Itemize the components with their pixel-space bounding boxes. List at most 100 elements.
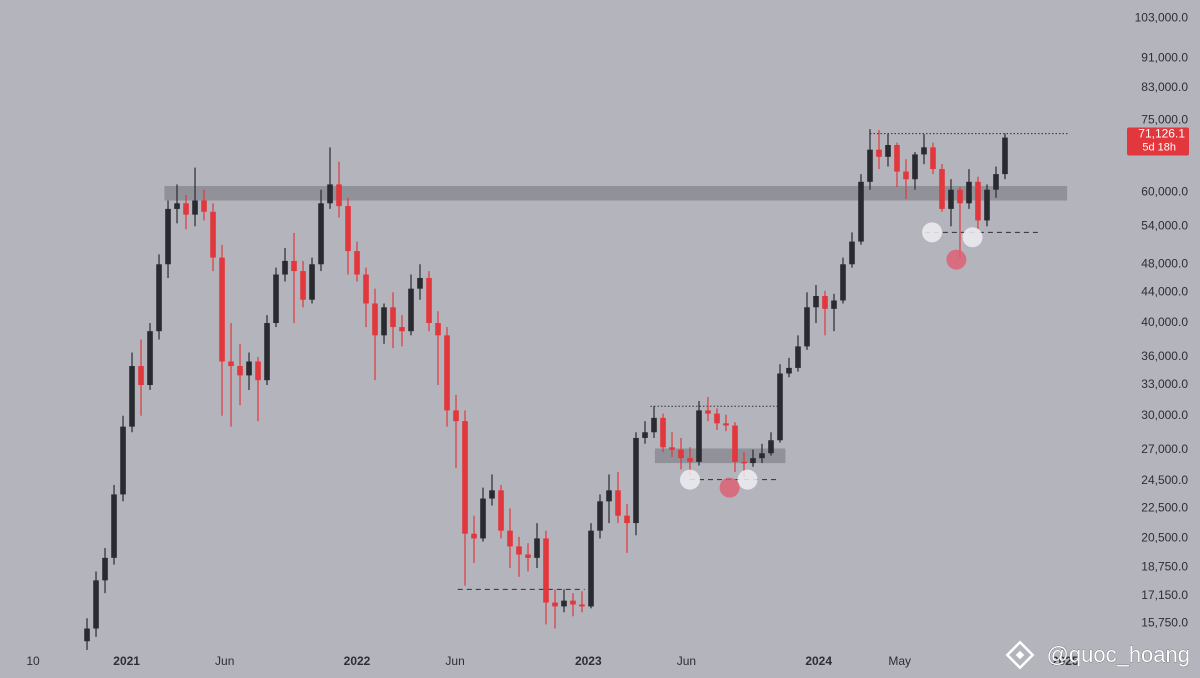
price-zone bbox=[654, 448, 786, 464]
candle-body bbox=[102, 557, 108, 581]
candle-body bbox=[804, 307, 810, 347]
x-tick-label: Jun bbox=[677, 654, 696, 668]
y-tick-label: 24,500.0 bbox=[1141, 473, 1188, 487]
candle-body bbox=[273, 274, 279, 324]
y-tick-label: 54,000.0 bbox=[1141, 218, 1188, 232]
y-tick-label: 17,150.0 bbox=[1141, 588, 1188, 602]
candle-body bbox=[633, 437, 639, 524]
candle-body bbox=[903, 171, 909, 180]
candle-body bbox=[381, 307, 387, 336]
logo-shape bbox=[1005, 640, 1035, 670]
candle-body bbox=[597, 501, 603, 531]
candle-body bbox=[489, 490, 495, 499]
candle-body bbox=[543, 538, 549, 603]
candle-body bbox=[831, 300, 837, 309]
candle-body bbox=[858, 181, 864, 242]
candle-body bbox=[939, 169, 945, 209]
candle-body bbox=[399, 327, 405, 332]
y-tick-label: 36,000.0 bbox=[1141, 349, 1188, 363]
candle-body bbox=[210, 211, 216, 258]
candle-body bbox=[975, 181, 981, 221]
candle-body bbox=[282, 260, 288, 275]
candle-body bbox=[138, 366, 144, 386]
candle-body bbox=[372, 303, 378, 336]
y-tick-label: 60,000.0 bbox=[1141, 185, 1188, 199]
x-tick-label: 2021 bbox=[113, 654, 140, 668]
candle-body bbox=[1002, 137, 1008, 175]
candle-body bbox=[984, 189, 990, 221]
candle-body bbox=[156, 264, 162, 332]
candle-body bbox=[705, 410, 711, 414]
candle-body bbox=[732, 425, 738, 462]
candle-body bbox=[696, 410, 702, 462]
candle-body bbox=[948, 189, 954, 209]
candle-body bbox=[309, 264, 315, 300]
candle-body bbox=[174, 203, 180, 209]
candle-body bbox=[93, 580, 99, 629]
last-price-label: 71,126.1 bbox=[1138, 127, 1185, 141]
candle-body bbox=[678, 449, 684, 459]
marker-circle bbox=[719, 477, 740, 498]
candle-body bbox=[111, 494, 117, 558]
candle-body bbox=[183, 203, 189, 215]
x-tick-label: 2024 bbox=[805, 654, 832, 668]
candle-body bbox=[615, 490, 621, 516]
candle-body bbox=[336, 184, 342, 207]
candle-body bbox=[165, 208, 171, 265]
candle-body bbox=[822, 295, 828, 309]
candle-body bbox=[750, 458, 756, 464]
marker-circle bbox=[946, 249, 967, 270]
y-tick-label: 103,000.0 bbox=[1135, 10, 1189, 24]
marker-circle bbox=[679, 469, 700, 490]
x-tick-label: May bbox=[888, 654, 911, 668]
candle-body bbox=[129, 366, 135, 427]
candle-body bbox=[327, 184, 333, 204]
candle-body bbox=[741, 461, 747, 464]
candle-body bbox=[201, 200, 207, 212]
candle-body bbox=[813, 295, 819, 308]
plot: 103,000.0 91,000.0 83,000.0 75,000.0 60,000.… bbox=[26, 10, 1189, 668]
candle-body bbox=[795, 346, 801, 368]
candle-body bbox=[921, 147, 927, 155]
candle-body bbox=[570, 600, 576, 605]
candle-body bbox=[237, 366, 243, 376]
candle-body bbox=[84, 628, 90, 642]
candle-body bbox=[228, 361, 234, 367]
candle-body bbox=[534, 538, 540, 558]
candle-body bbox=[579, 604, 585, 607]
x-tick-label: Jun bbox=[215, 654, 234, 668]
candle-body bbox=[777, 373, 783, 441]
marker-circle bbox=[922, 222, 943, 243]
candle-body bbox=[444, 335, 450, 411]
candle-body bbox=[498, 490, 504, 531]
candle-body bbox=[993, 174, 999, 190]
candle-body bbox=[192, 200, 198, 215]
candle-body bbox=[147, 331, 153, 386]
x-tick-label: Jun bbox=[445, 654, 464, 668]
candle-body bbox=[624, 515, 630, 524]
x-tick-label: 10 bbox=[26, 654, 40, 668]
candle-body bbox=[363, 274, 369, 304]
candle-body bbox=[840, 264, 846, 301]
candle-body bbox=[426, 277, 432, 324]
candle-body bbox=[561, 600, 567, 607]
price-zone bbox=[164, 185, 1068, 201]
last-price-box bbox=[1127, 127, 1189, 156]
candle-body bbox=[714, 413, 720, 424]
x-tick-label: 2023 bbox=[575, 654, 602, 668]
candle-body bbox=[462, 421, 468, 534]
marker-circle bbox=[737, 469, 758, 490]
candle-body bbox=[876, 149, 882, 157]
candle-body bbox=[642, 432, 648, 438]
marker-circle bbox=[962, 227, 983, 248]
candle-body bbox=[453, 410, 459, 422]
candle-body bbox=[867, 149, 873, 182]
y-tick-label: 44,000.0 bbox=[1141, 284, 1188, 298]
x-tick-label: 2022 bbox=[344, 654, 371, 668]
y-tick-label: 48,000.0 bbox=[1141, 256, 1188, 270]
y-tick-label: 91,000.0 bbox=[1141, 50, 1188, 64]
candle-body bbox=[525, 554, 531, 558]
candle-body bbox=[318, 203, 324, 265]
